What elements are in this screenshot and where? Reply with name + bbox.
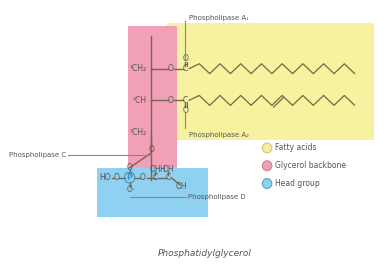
Text: Phospholipase D: Phospholipase D <box>188 194 246 200</box>
Text: O: O <box>140 173 146 182</box>
Text: C: C <box>152 173 158 182</box>
Circle shape <box>262 179 272 188</box>
Text: OH: OH <box>176 182 187 191</box>
Text: Phospholipase A₁: Phospholipase A₁ <box>189 15 249 21</box>
Text: O: O <box>148 145 154 154</box>
Text: C: C <box>183 96 188 105</box>
Text: Phosphatidylglycerol: Phosphatidylglycerol <box>158 249 252 258</box>
Bar <box>128 26 177 192</box>
Text: HO: HO <box>99 173 111 182</box>
Text: O: O <box>182 54 188 63</box>
Text: O: O <box>167 64 173 73</box>
Text: ¹CH₂: ¹CH₂ <box>129 64 147 73</box>
Text: ³CH₂: ³CH₂ <box>129 128 147 137</box>
Text: Phospholipase C: Phospholipase C <box>9 152 67 158</box>
Text: Phospholipase A₂: Phospholipase A₂ <box>189 132 249 138</box>
Text: O: O <box>113 173 119 182</box>
Text: Glycerol backbone: Glycerol backbone <box>275 161 346 170</box>
Text: OH: OH <box>149 165 161 174</box>
Text: OH: OH <box>162 165 174 174</box>
Text: O: O <box>182 106 188 115</box>
Text: P: P <box>127 173 133 182</box>
Text: C: C <box>166 173 171 182</box>
Text: ⁻: ⁻ <box>132 189 135 194</box>
Text: O: O <box>167 96 173 105</box>
Text: Fatty acids: Fatty acids <box>275 143 316 152</box>
Bar <box>97 168 208 217</box>
Text: H: H <box>160 165 165 174</box>
Bar <box>167 23 374 140</box>
Circle shape <box>262 161 272 171</box>
Circle shape <box>262 143 272 153</box>
Text: O: O <box>127 163 133 172</box>
Text: Head group: Head group <box>275 179 319 188</box>
Text: ²CH: ²CH <box>133 96 147 105</box>
Text: C: C <box>183 64 188 73</box>
Text: O: O <box>127 185 133 194</box>
